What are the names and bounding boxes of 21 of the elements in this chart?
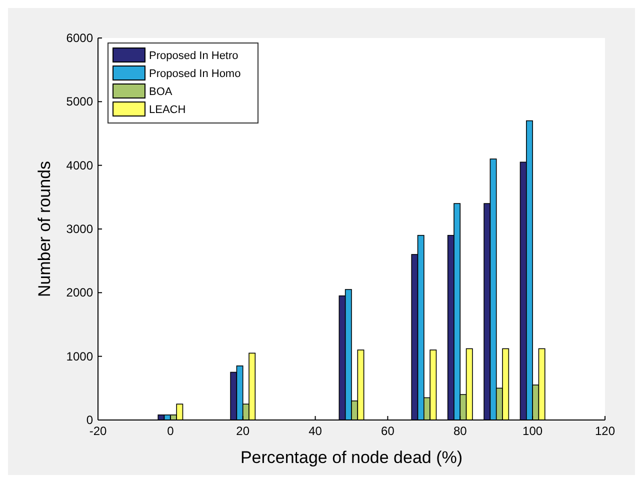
- x-tick-label: 0: [167, 424, 174, 438]
- y-tick-label: 2000: [66, 286, 94, 300]
- y-tick-label: 0: [86, 413, 94, 427]
- x-tick-label: -20: [89, 424, 107, 438]
- x-tick-label: 100: [522, 424, 543, 438]
- y-tick-label: 3000: [66, 222, 94, 236]
- y-tick-label: 6000: [66, 31, 94, 45]
- legend-label: LEACH: [149, 104, 186, 116]
- x-axis-title: Percentage of node dead (%): [240, 448, 463, 467]
- legend-label: Proposed In Homo: [149, 68, 241, 80]
- legend-label: Proposed In Hetro: [149, 50, 238, 62]
- y-axis-title: Number of rounds: [35, 160, 54, 298]
- y-tick-label: 4000: [66, 158, 94, 172]
- x-tick-label: 60: [381, 424, 395, 438]
- x-tick-label: 20: [236, 424, 250, 438]
- x-tick-label: 40: [308, 424, 322, 438]
- y-tick-label: 5000: [66, 94, 94, 109]
- y-tick-label: 1000: [66, 349, 94, 364]
- x-tick-label: 80: [453, 424, 468, 438]
- legend-label: BOA: [149, 86, 173, 98]
- x-tick-label: 120: [594, 424, 616, 438]
